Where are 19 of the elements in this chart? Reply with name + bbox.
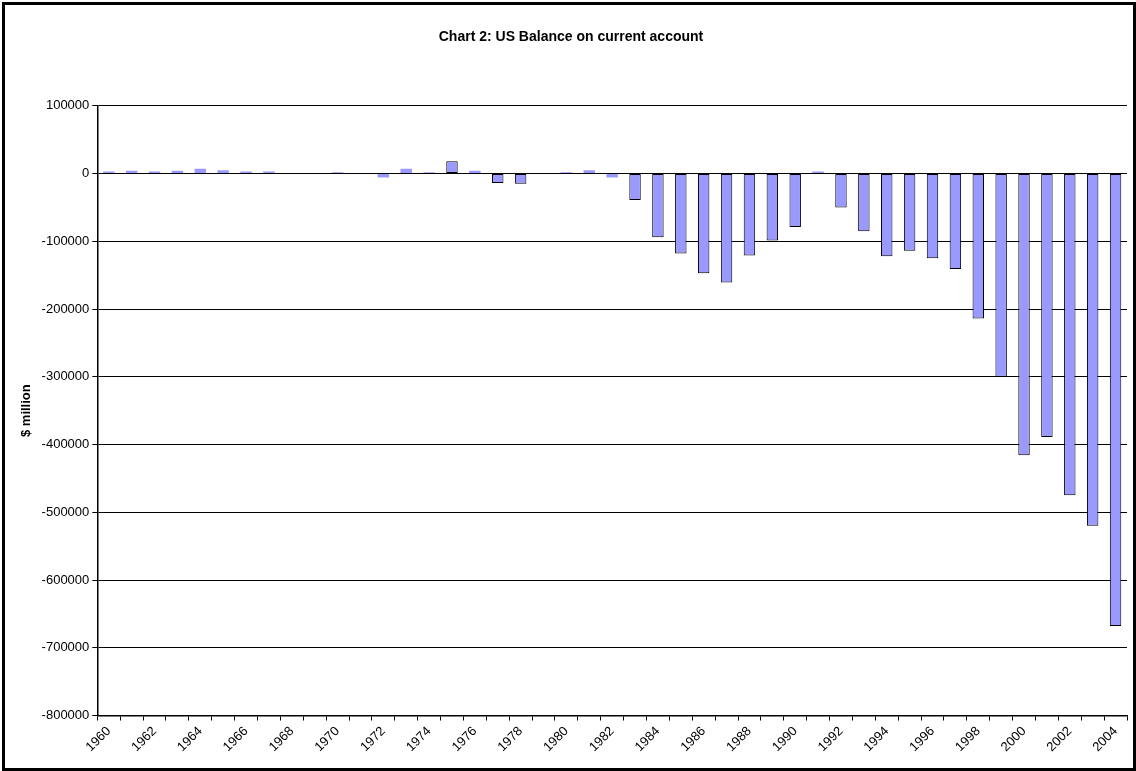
- bar: [217, 170, 229, 174]
- y-tick-label: -600000: [41, 571, 90, 587]
- bar: [583, 170, 595, 174]
- bar: [469, 170, 481, 174]
- y-tick-label: -300000: [41, 368, 90, 384]
- bar: [377, 174, 390, 178]
- y-tick-label: -800000: [41, 707, 90, 723]
- chart-title: Chart 2: US Balance on current account: [438, 28, 704, 45]
- y-axis-title: $ million: [18, 384, 34, 438]
- y-tick-label: -100000: [41, 232, 90, 248]
- y-tick-label: -400000: [41, 436, 90, 452]
- bar: [606, 174, 618, 178]
- bar: [400, 168, 412, 174]
- y-tick-label: -700000: [41, 639, 90, 655]
- y-tick-label: -200000: [41, 300, 90, 316]
- bar: [194, 168, 206, 174]
- y-tick-label: -500000: [41, 503, 90, 519]
- y-tick-label: 100000: [45, 97, 90, 113]
- y-tick-label: 0: [82, 165, 90, 181]
